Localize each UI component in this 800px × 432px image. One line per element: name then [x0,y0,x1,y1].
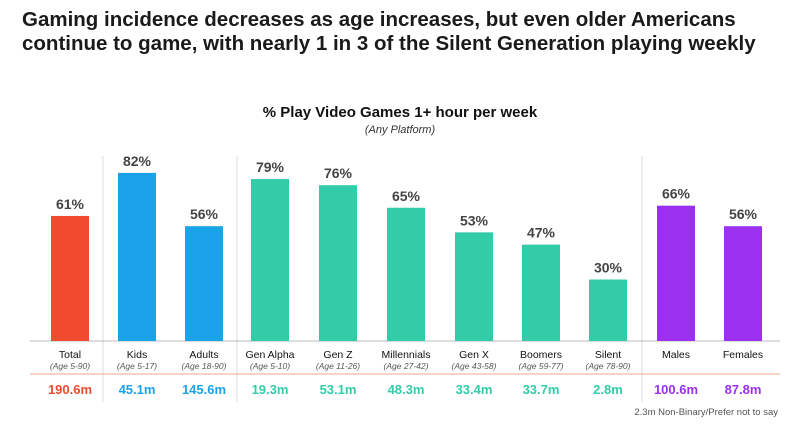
population-label: 45.1m [119,382,156,397]
population-label: 48.3m [388,382,425,397]
chart-title: % Play Video Games 1+ hour per week [262,104,538,121]
category-label: Females [723,349,763,361]
value-label: 61% [56,196,85,212]
footnote: 2.3m Non-Binary/Prefer not to say [634,407,778,418]
bar [589,279,627,341]
category-label: Boomers [520,349,562,361]
value-label: 79% [256,159,285,175]
chart-subtitle: (Any Platform) [364,124,436,136]
bar [657,205,695,341]
bar [118,172,156,341]
age-range-label: (Age 78-90) [586,361,631,371]
age-range-label: (Age 5-17) [117,361,157,371]
population-label: 190.6m [48,382,92,397]
population-label: 100.6m [654,382,698,397]
category-label: Gen Alpha [245,349,294,361]
value-label: 47% [527,225,556,241]
bar [455,232,493,341]
population-label: 87.8m [725,382,762,397]
population-label: 33.4m [456,382,493,397]
category-label: Millennials [381,349,430,361]
bar [251,179,289,341]
population-label: 33.7m [523,382,560,397]
age-range-label: (Age 11-26) [316,361,360,371]
value-label: 65% [392,188,421,204]
age-range-label: (Age 43-58) [452,361,497,371]
category-label: Adults [189,349,218,361]
category-label: Kids [127,349,147,361]
value-label: 30% [594,260,623,276]
age-range-label: (Age 59-77) [519,361,564,371]
value-label: 76% [324,165,353,181]
population-label: 2.8m [593,382,623,397]
age-range-label: (Age 5-10) [250,361,290,371]
population-label: 145.6m [182,382,226,397]
bar [51,215,89,341]
value-label: 56% [729,206,758,222]
age-range-label: (Age 18-90) [182,361,227,371]
bar [185,226,223,341]
value-label: 82% [123,153,152,169]
category-label: Total [59,349,81,361]
value-label: 66% [662,186,691,202]
value-label: 53% [460,212,489,228]
headline: Gaming incidence decreases as age increa… [22,8,756,55]
age-range-label: (Age 5-90) [50,361,90,371]
bar [724,226,762,341]
bar [319,185,357,341]
bar [522,244,560,341]
population-label: 53.1m [320,382,357,397]
population-label: 19.3m [252,382,289,397]
category-label: Silent [595,349,621,361]
age-range-label: (Age 27-42) [384,361,429,371]
value-label: 56% [190,206,219,222]
category-label: Gen Z [323,349,353,361]
category-label: Males [662,349,690,361]
bar [387,207,425,341]
category-label: Gen X [459,349,489,361]
